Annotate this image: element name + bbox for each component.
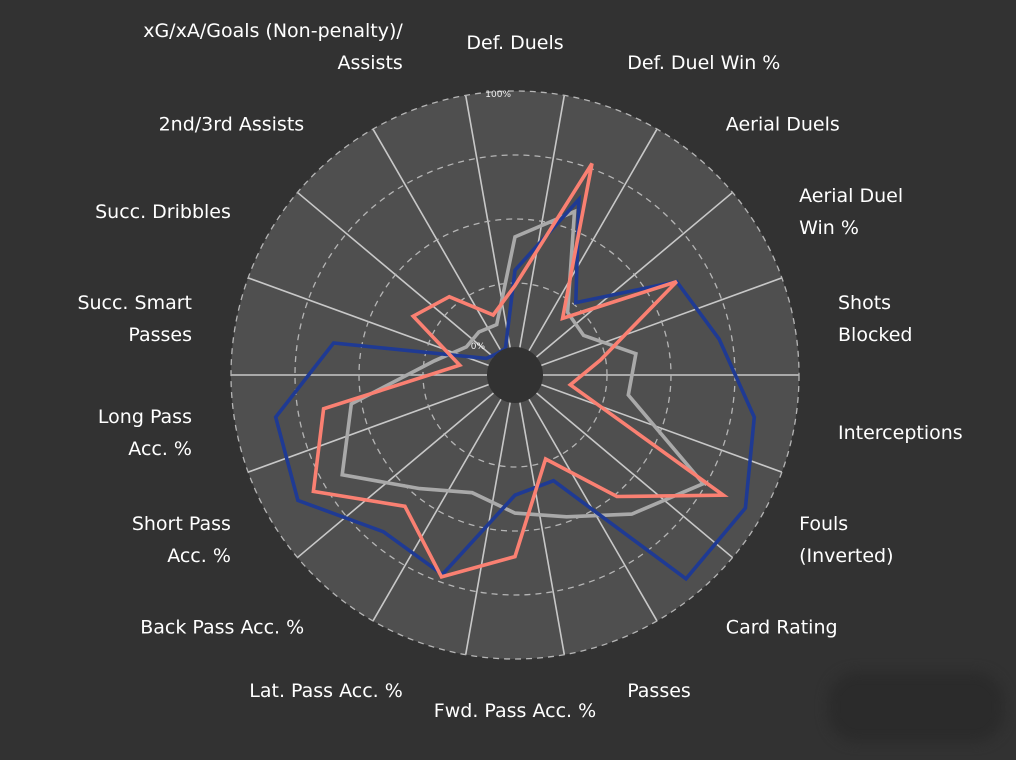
axis-label: Def. Duel Win %	[627, 52, 780, 74]
axis-label: Lat. Pass Acc. %	[249, 680, 403, 702]
series-line	[311, 162, 729, 580]
grid-ring	[230, 90, 800, 660]
axis-label: Succ. Dribbles	[95, 201, 231, 223]
axis-label: Card Rating	[726, 616, 838, 638]
axis-label-line: (Inverted)	[799, 545, 893, 567]
axis-label-line: Interceptions	[838, 422, 963, 444]
axis-label: Fouls (Inverted)	[799, 513, 893, 567]
axis-label: Succ. Smart Passes	[77, 292, 192, 346]
axis-label-line: Win %	[799, 217, 859, 239]
sector-divider	[372, 398, 502, 622]
axis-label: Aerial Duel Win %	[799, 185, 903, 239]
blurred-watermark	[828, 672, 1004, 742]
axis-label-line: Short Pass	[132, 513, 231, 535]
radar-center	[487, 347, 543, 403]
axis-label-line: Long Pass	[98, 406, 192, 428]
ring-label-inner: 0%	[471, 342, 486, 352]
axis-label-line: Passes	[627, 680, 691, 702]
radar-series	[273, 162, 757, 582]
sector-divider	[541, 383, 783, 473]
axis-label: Back Pass Acc. %	[140, 616, 304, 638]
axis-label-line: Acc. %	[167, 545, 231, 567]
sector-divider	[535, 392, 734, 559]
axis-label-line: Acc. %	[128, 438, 192, 460]
axis-label-line: Lat. Pass Acc. %	[249, 680, 403, 702]
axis-label: Aerial Duels	[726, 114, 840, 136]
axis-label: Def. Duels	[466, 32, 563, 54]
axis-label-line: Assists	[337, 52, 402, 74]
axis-label-line: Succ. Smart	[77, 292, 192, 314]
ring-label-outer: 100%	[485, 90, 511, 100]
axis-label: Short Pass Acc. %	[132, 513, 231, 567]
axis-label: Interceptions	[838, 422, 963, 444]
axis-label-line: xG/xA/Goals (Non-penalty)/	[143, 20, 403, 42]
axis-label-line: Def. Duels	[466, 32, 563, 54]
axis-label-line: 2nd/3rd Assists	[159, 114, 305, 136]
axis-label-line: Aerial Duels	[726, 114, 840, 136]
axis-label-line: Fouls	[799, 513, 848, 535]
axis-label-line: Aerial Duel	[799, 185, 903, 207]
axis-label-line: Def. Duel Win %	[627, 52, 780, 74]
axis-label-line: Fwd. Pass Acc. %	[434, 700, 596, 722]
axis-label-line: Succ. Dribbles	[95, 201, 231, 223]
center-hole	[487, 347, 543, 403]
axis-label: Long Pass Acc. %	[98, 406, 192, 460]
grid-ring	[358, 218, 672, 532]
sector-divider	[296, 392, 495, 559]
series-line	[340, 208, 707, 519]
axis-label: Passes	[627, 680, 691, 702]
sector-divider	[464, 402, 511, 655]
sector-divider	[519, 402, 566, 655]
axis-label-line: Passes	[128, 324, 192, 346]
radar-grid	[230, 90, 800, 660]
axis-label: 2nd/3rd Assists	[159, 114, 305, 136]
axis-labels: Def. Duels Def. Duel Win % Aerial Duels Aer…	[77, 20, 962, 722]
axis-label: Shots Blocked	[838, 292, 912, 346]
axis-label: xG/xA/Goals (Non-penalty)/ Assists	[143, 20, 403, 74]
axis-label-line: Shots	[838, 292, 891, 314]
axis-label: Fwd. Pass Acc. %	[434, 700, 596, 722]
axis-label-line: Card Rating	[726, 616, 838, 638]
axis-label-line: Blocked	[838, 324, 912, 346]
axis-label-line: Back Pass Acc. %	[140, 616, 304, 638]
